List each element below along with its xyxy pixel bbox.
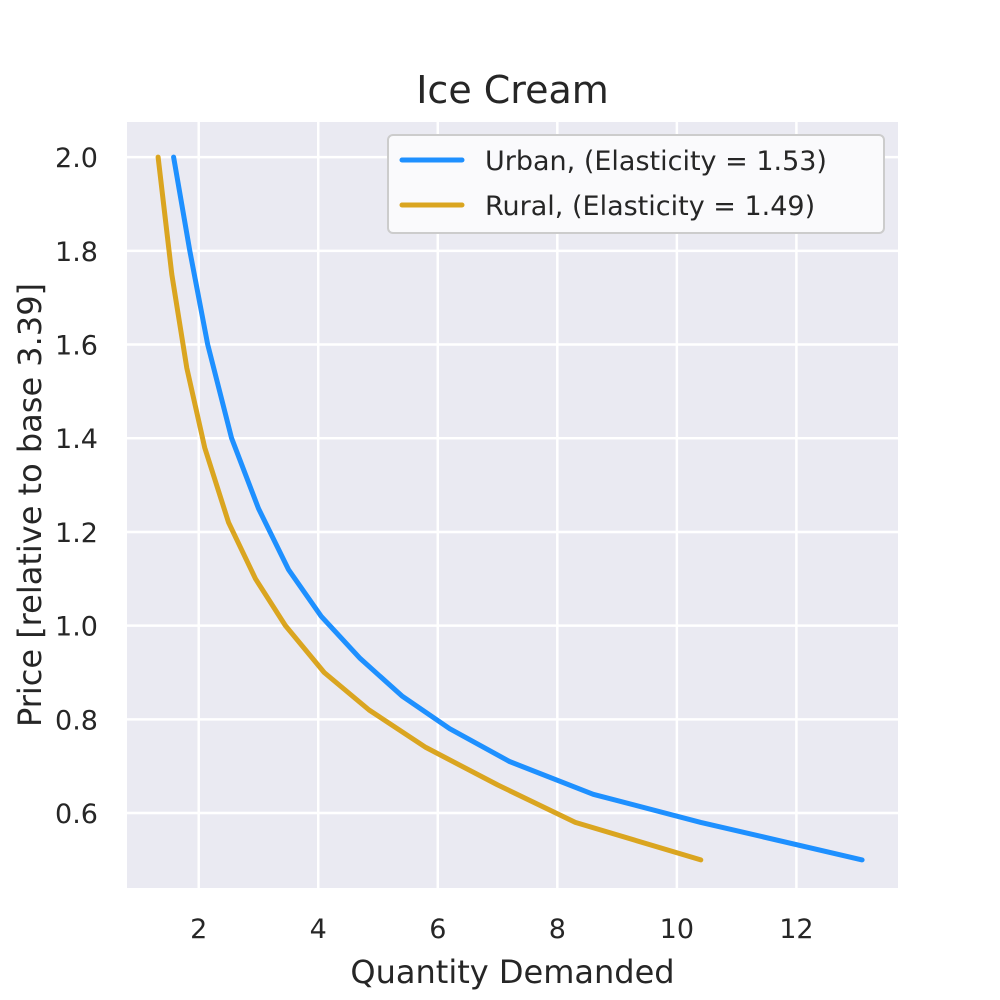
x-tick-label: 12 <box>779 914 813 945</box>
y-tick-label: 1.8 <box>55 237 98 268</box>
x-tick-label: 6 <box>429 914 446 945</box>
x-tick-label: 2 <box>190 914 207 945</box>
x-tick-label: 8 <box>549 914 566 945</box>
y-tick-label: 0.6 <box>55 799 98 830</box>
legend-box <box>387 134 885 234</box>
plot-area <box>127 122 898 888</box>
y-tick-label: 1.6 <box>55 331 98 362</box>
series-line-urban <box>171 154 865 863</box>
y-tick-label: 0.8 <box>55 705 98 736</box>
tick-labels: 2 4 6 8 10 12 0.6 0.8 1.0 1.2 1.4 1.6 1.8 2.0 <box>55 143 814 945</box>
legend-label-urban: Urban, (Elasticity = 1.53) <box>485 146 827 177</box>
x-tick-label: 4 <box>310 914 327 945</box>
y-axis-label: Price [relative to base 3.39] <box>11 283 49 727</box>
x-tick-label: 10 <box>660 914 694 945</box>
y-tick-label: 2.0 <box>55 143 98 174</box>
y-tick-label: 1.0 <box>55 612 98 643</box>
chart-title: Ice Cream <box>416 68 609 112</box>
legend-label-rural: Rural, (Elasticity = 1.49) <box>485 191 815 222</box>
x-axis-label: Quantity Demanded <box>350 953 674 991</box>
y-tick-label: 1.2 <box>55 518 98 549</box>
series-lines <box>155 154 865 863</box>
y-tick-label: 1.4 <box>55 424 98 455</box>
legend: Urban, (Elasticity = 1.53) Rural, (Elast… <box>387 134 885 234</box>
series-line-rural <box>155 154 704 863</box>
